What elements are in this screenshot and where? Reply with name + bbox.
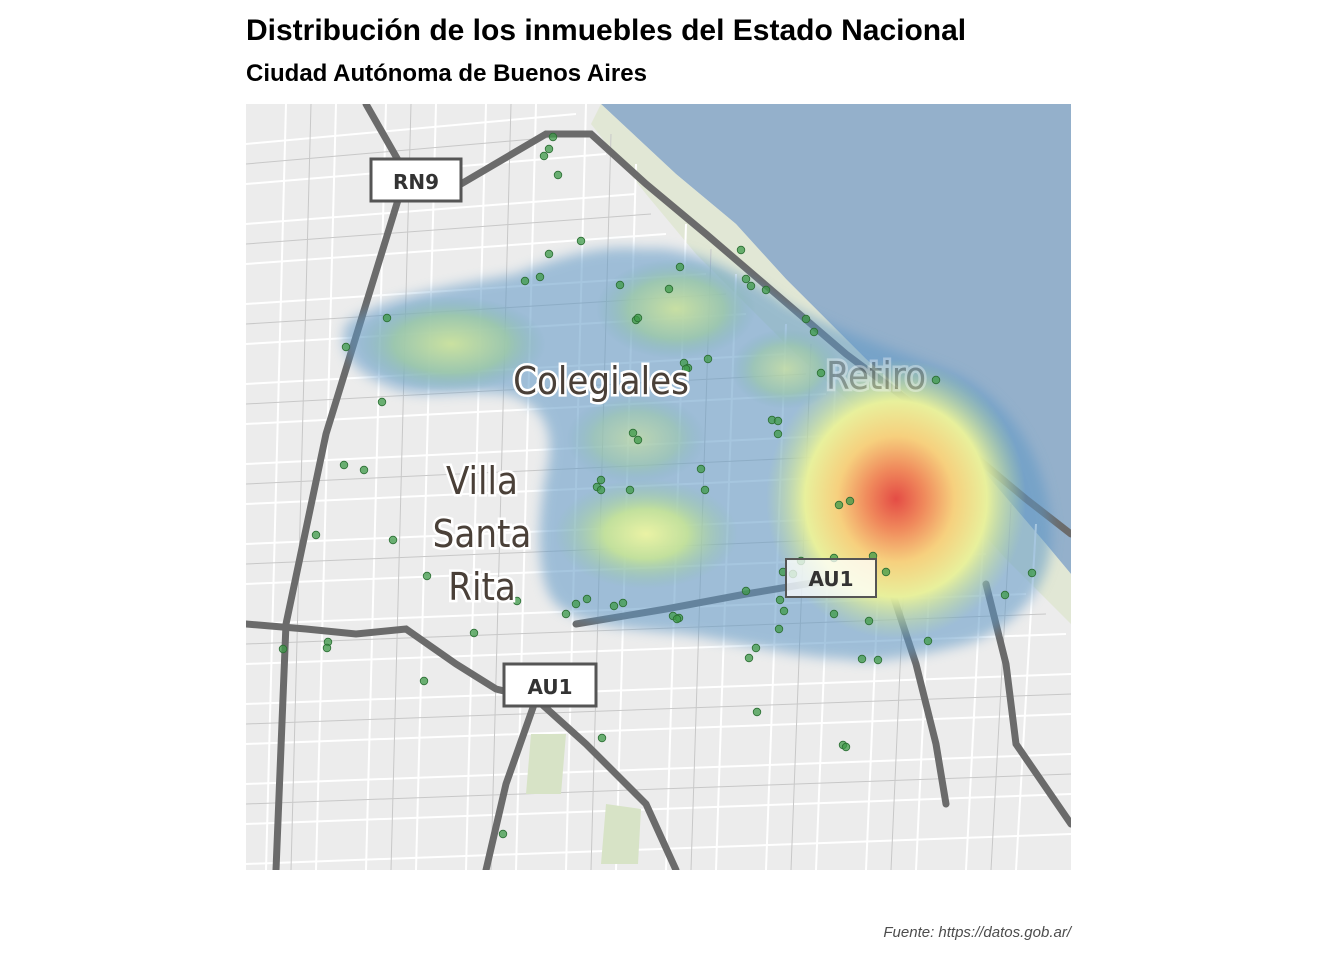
property-point bbox=[576, 236, 586, 246]
label-colegiales: Colegiales bbox=[513, 359, 689, 403]
property-point bbox=[311, 530, 321, 540]
property-point bbox=[596, 475, 606, 485]
property-point bbox=[736, 245, 746, 255]
property-point bbox=[681, 364, 691, 374]
page-title: Distribución de los inmuebles del Estado… bbox=[246, 14, 967, 47]
shield-rn9-label: RN9 bbox=[393, 170, 439, 194]
property-point bbox=[741, 586, 751, 596]
property-point bbox=[512, 596, 522, 606]
property-point bbox=[597, 733, 607, 743]
property-point bbox=[664, 284, 674, 294]
property-point bbox=[322, 643, 332, 653]
property-point bbox=[751, 643, 761, 653]
property-point bbox=[696, 464, 706, 474]
map-canvas[interactable]: RN9 AU1 AU1 Colegiales Retiro Villa Sant… bbox=[246, 104, 1071, 870]
property-point bbox=[544, 249, 554, 259]
property-point bbox=[809, 327, 819, 337]
shield-au1-south-label: AU1 bbox=[527, 675, 572, 699]
property-point bbox=[618, 598, 628, 608]
property-point bbox=[744, 653, 754, 663]
property-point bbox=[779, 606, 789, 616]
property-point bbox=[339, 460, 349, 470]
property-point bbox=[1000, 590, 1010, 600]
property-point bbox=[548, 132, 558, 142]
property-point bbox=[561, 609, 571, 619]
property-point bbox=[422, 571, 432, 581]
property-point bbox=[775, 595, 785, 605]
property-point bbox=[382, 313, 392, 323]
property-point bbox=[845, 496, 855, 506]
property-point bbox=[752, 707, 762, 717]
property-point bbox=[703, 354, 713, 364]
park-area bbox=[526, 734, 566, 794]
property-point bbox=[931, 375, 941, 385]
property-point bbox=[700, 485, 710, 495]
property-point bbox=[773, 429, 783, 439]
property-point bbox=[469, 628, 479, 638]
property-point bbox=[553, 170, 563, 180]
property-point bbox=[535, 272, 545, 282]
page-subtitle: Ciudad Autónoma de Buenos Aires bbox=[246, 60, 647, 87]
property-point bbox=[761, 285, 771, 295]
property-point bbox=[571, 599, 581, 609]
property-point bbox=[841, 742, 851, 752]
label-retiro: Retiro bbox=[826, 354, 926, 398]
park-area bbox=[601, 804, 641, 864]
property-point bbox=[615, 280, 625, 290]
property-point bbox=[741, 274, 751, 284]
property-point bbox=[539, 151, 549, 161]
property-point bbox=[675, 262, 685, 272]
property-point bbox=[746, 281, 756, 291]
property-point bbox=[633, 313, 643, 323]
river-water bbox=[601, 104, 1071, 574]
shield-au1-south: AU1 bbox=[502, 662, 598, 708]
property-point bbox=[633, 435, 643, 445]
property-point bbox=[377, 397, 387, 407]
property-point bbox=[582, 594, 592, 604]
property-point bbox=[774, 624, 784, 634]
property-point bbox=[801, 314, 811, 324]
shield-rn9: RN9 bbox=[369, 157, 463, 203]
property-point bbox=[278, 644, 288, 654]
property-point bbox=[773, 416, 783, 426]
property-point bbox=[881, 567, 891, 577]
property-point bbox=[359, 465, 369, 475]
map-panel[interactable]: RN9 AU1 AU1 Colegiales Retiro Villa Sant… bbox=[246, 104, 1071, 870]
property-point bbox=[625, 485, 635, 495]
property-point bbox=[628, 428, 638, 438]
property-point bbox=[873, 655, 883, 665]
property-point bbox=[544, 144, 554, 154]
property-point bbox=[498, 829, 508, 839]
label-santa: Santa bbox=[433, 512, 532, 556]
shield-au1-center: AU1 bbox=[785, 558, 877, 598]
property-point bbox=[816, 368, 826, 378]
label-rita: Rita bbox=[448, 565, 516, 609]
property-point bbox=[609, 601, 619, 611]
property-point bbox=[596, 485, 606, 495]
property-point bbox=[923, 636, 933, 646]
property-point bbox=[520, 276, 530, 286]
property-point bbox=[419, 676, 429, 686]
property-point bbox=[864, 616, 874, 626]
property-point bbox=[341, 342, 351, 352]
property-point bbox=[829, 609, 839, 619]
property-point bbox=[672, 614, 682, 624]
property-point bbox=[388, 535, 398, 545]
label-villa: Villa bbox=[446, 459, 518, 503]
property-point bbox=[1027, 568, 1037, 578]
property-point bbox=[834, 500, 844, 510]
source-caption: Fuente: https://datos.gob.ar/ bbox=[883, 924, 1071, 941]
shield-au1-center-label: AU1 bbox=[808, 567, 853, 591]
property-point bbox=[857, 654, 867, 664]
